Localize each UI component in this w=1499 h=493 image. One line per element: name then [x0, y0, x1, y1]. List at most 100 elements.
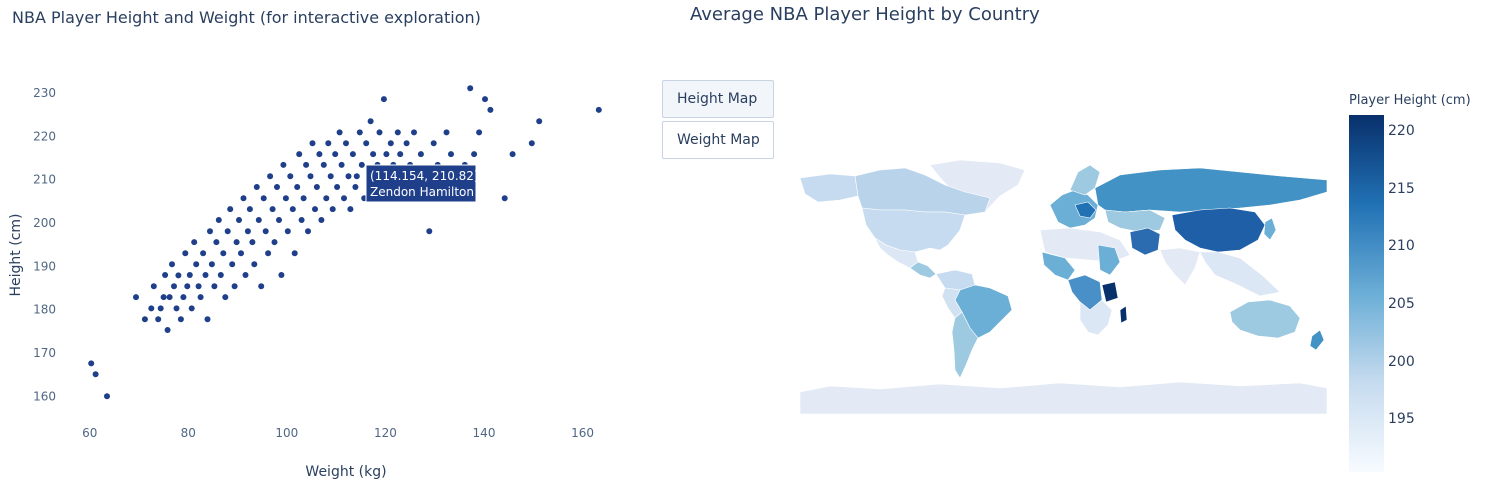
scatter-point[interactable]: [316, 151, 323, 158]
scatter-point[interactable]: [282, 195, 289, 202]
scatter-point[interactable]: [347, 206, 354, 213]
scatter-point[interactable]: [133, 294, 139, 301]
scatter-point[interactable]: [244, 228, 251, 235]
scatter-point[interactable]: [341, 195, 347, 202]
weight-map-button[interactable]: Weight Map: [662, 121, 774, 159]
scatter-point[interactable]: [356, 129, 363, 136]
scatter-point[interactable]: [211, 283, 218, 290]
scatter-point[interactable]: [229, 261, 236, 268]
scatter-point[interactable]: [307, 173, 314, 180]
scatter-point[interactable]: [162, 272, 169, 278]
scatter-point[interactable]: [345, 173, 352, 180]
scatter-point[interactable]: [394, 129, 401, 136]
scatter-point[interactable]: [188, 305, 195, 312]
scatter-point[interactable]: [173, 305, 180, 312]
scatter-point[interactable]: [104, 393, 110, 400]
scatter-point[interactable]: [197, 294, 204, 301]
scatter-point[interactable]: [164, 327, 171, 333]
scatter-point[interactable]: [443, 129, 450, 136]
scatter-point[interactable]: [160, 294, 167, 301]
scatter-point[interactable]: [370, 151, 377, 158]
scatter-point[interactable]: [595, 106, 602, 113]
scatter-point[interactable]: [182, 250, 189, 257]
scatter-point[interactable]: [238, 250, 244, 257]
scatter-point[interactable]: [267, 173, 274, 180]
scatter-point[interactable]: [318, 217, 325, 223]
scatter-point[interactable]: [262, 228, 269, 235]
scatter-point[interactable]: [233, 239, 240, 246]
scatter-point[interactable]: [240, 195, 247, 202]
scatter-point[interactable]: [202, 272, 209, 278]
scatter-point[interactable]: [383, 151, 390, 158]
scatter-point[interactable]: [327, 173, 334, 180]
scatter-point[interactable]: [157, 305, 164, 312]
scatter-point[interactable]: [148, 305, 155, 312]
scatter-point[interactable]: [253, 184, 260, 190]
scatter-point[interactable]: [274, 184, 280, 190]
scatter-point[interactable]: [303, 161, 310, 168]
scatter-point[interactable]: [175, 272, 182, 279]
scatter-point[interactable]: [509, 151, 516, 158]
scatter-point[interactable]: [213, 239, 220, 246]
scatter-point[interactable]: [352, 184, 359, 190]
scatter-point[interactable]: [207, 228, 213, 235]
scatter-point[interactable]: [501, 195, 508, 202]
scatter-point[interactable]: [258, 283, 265, 290]
scatter-point[interactable]: [387, 140, 394, 147]
scatter-point[interactable]: [325, 140, 332, 147]
scatter-point[interactable]: [298, 217, 305, 223]
scatter-point[interactable]: [300, 195, 307, 202]
scatter-point[interactable]: [358, 161, 365, 168]
scatter-point[interactable]: [349, 151, 356, 158]
scatter-point[interactable]: [343, 140, 349, 147]
scatter-point[interactable]: [150, 283, 157, 290]
scatter-point[interactable]: [191, 239, 198, 246]
scatter-point[interactable]: [246, 206, 253, 213]
scatter-point[interactable]: [291, 250, 298, 257]
scatter-point[interactable]: [141, 316, 148, 323]
scatter-point[interactable]: [231, 283, 238, 290]
scatter-point[interactable]: [255, 217, 262, 223]
scatter-point[interactable]: [448, 151, 454, 158]
scatter-point[interactable]: [417, 151, 424, 158]
scatter-point[interactable]: [236, 217, 242, 223]
scatter-point[interactable]: [334, 184, 341, 190]
scatter-point[interactable]: [363, 140, 370, 147]
scatter-point[interactable]: [323, 195, 330, 202]
scatter-point[interactable]: [296, 151, 303, 158]
scatter-point[interactable]: [271, 239, 278, 246]
scatter-point[interactable]: [426, 228, 433, 235]
scatter-point[interactable]: [222, 294, 229, 301]
scatter-point[interactable]: [312, 206, 318, 213]
scatter-point[interactable]: [332, 151, 339, 158]
scatter-point[interactable]: [320, 161, 327, 168]
scatter-point[interactable]: [208, 261, 215, 268]
scatter-point[interactable]: [215, 217, 222, 223]
scatter-point[interactable]: [536, 118, 543, 125]
scatter-point[interactable]: [265, 250, 272, 257]
scatter-point[interactable]: [403, 140, 410, 147]
scatter-point[interactable]: [180, 294, 187, 301]
scatter-point[interactable]: [242, 272, 249, 278]
scatter-point[interactable]: [280, 161, 287, 168]
scatter-point[interactable]: [227, 206, 234, 213]
scatter-point[interactable]: [220, 250, 227, 257]
scatter-point[interactable]: [336, 129, 343, 136]
scatter-point[interactable]: [200, 250, 207, 257]
scatter-point[interactable]: [289, 206, 296, 213]
scatter-point[interactable]: [278, 272, 285, 278]
scatter-point[interactable]: [260, 195, 267, 202]
scatter-point[interactable]: [284, 228, 291, 235]
scatter-point[interactable]: [224, 228, 231, 235]
scatter-point[interactable]: [249, 239, 256, 246]
scatter-points[interactable]: [88, 85, 602, 400]
scatter-point[interactable]: [269, 206, 276, 213]
scatter-point[interactable]: [171, 283, 177, 290]
scatter-point[interactable]: [166, 294, 173, 301]
scatter-point[interactable]: [186, 272, 193, 278]
scatter-point[interactable]: [251, 261, 258, 268]
scatter-point[interactable]: [88, 360, 95, 367]
scatter-point[interactable]: [287, 173, 294, 180]
scatter-point[interactable]: [329, 206, 336, 213]
scatter-point[interactable]: [217, 272, 224, 278]
